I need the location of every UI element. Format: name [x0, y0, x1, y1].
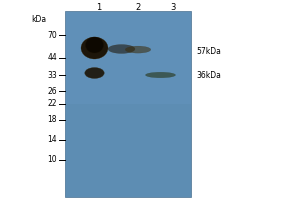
Text: kDa: kDa [32, 16, 46, 24]
Text: 22: 22 [47, 99, 57, 108]
Text: 3: 3 [170, 2, 175, 11]
Ellipse shape [146, 72, 176, 78]
Text: 10: 10 [47, 156, 57, 164]
Ellipse shape [108, 45, 135, 53]
Text: 1: 1 [96, 2, 102, 11]
Text: 18: 18 [47, 116, 57, 124]
Ellipse shape [85, 68, 104, 78]
Bar [64, 104, 190, 197]
Text: 26: 26 [47, 87, 57, 96]
Text: 14: 14 [47, 136, 57, 144]
Text: 2: 2 [135, 2, 141, 11]
Text: 36kDa: 36kDa [196, 71, 221, 79]
Text: 70: 70 [47, 30, 57, 40]
Text: 44: 44 [47, 53, 57, 62]
Ellipse shape [85, 37, 103, 53]
Text: 57kDa: 57kDa [196, 46, 221, 55]
Ellipse shape [81, 37, 108, 59]
Bar [64, 11, 190, 197]
Text: 33: 33 [47, 71, 57, 79]
Ellipse shape [125, 46, 151, 53]
